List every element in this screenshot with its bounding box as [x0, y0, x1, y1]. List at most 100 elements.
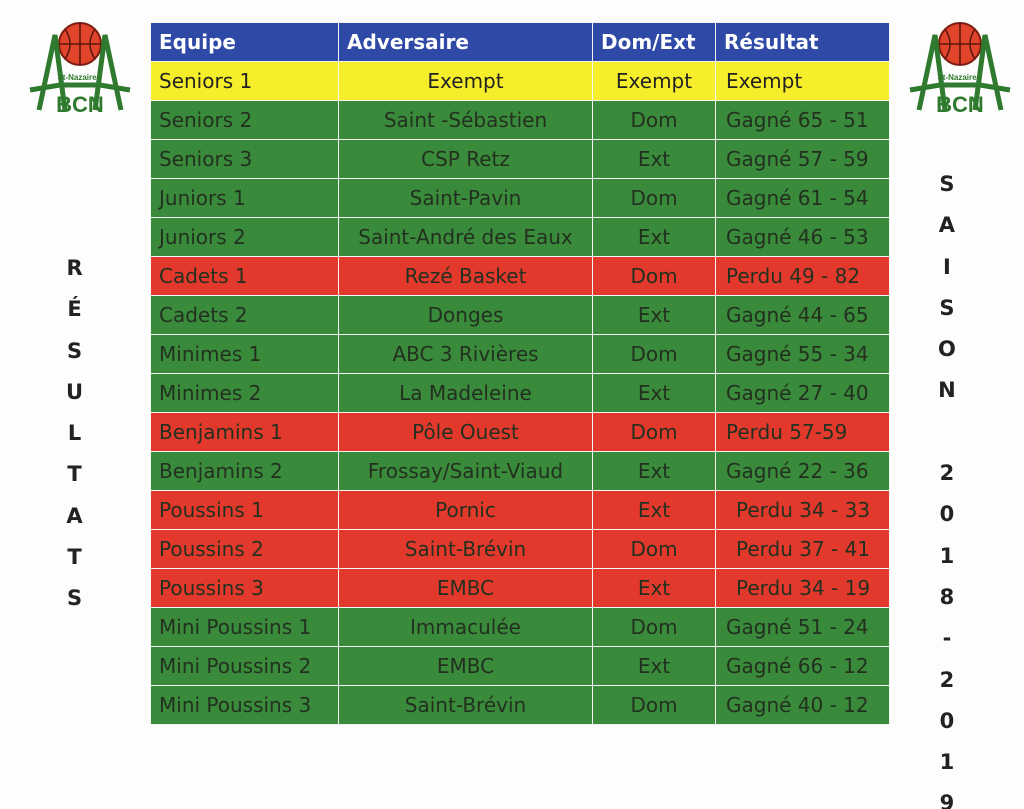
table-row: Poussins 1 Pornic Ext Perdu 34 - 33: [150, 490, 890, 530]
cell-venue: Ext: [592, 373, 716, 413]
cell-venue: Ext: [592, 646, 716, 686]
club-logo-right: BCN St-Nazaire: [909, 22, 1011, 115]
title-letter: -: [942, 626, 952, 651]
table-row: Mini Poussins 2 EMBC Ext Gagné 66 - 12: [150, 646, 890, 686]
cell-team: Juniors 1: [150, 178, 339, 218]
svg-text:St-Nazaire: St-Nazaire: [937, 73, 977, 82]
cell-result: Perdu 57-59: [715, 412, 890, 452]
cell-team: Seniors 2: [150, 100, 339, 140]
table-row: Juniors 2 Saint-André des Eaux Ext Gagné 46…: [150, 217, 890, 257]
title-letter: 9: [939, 791, 955, 809]
cell-venue: Dom: [592, 100, 716, 140]
cell-venue: Dom: [592, 529, 716, 569]
title-letter: N: [938, 378, 956, 403]
results-table: Equipe Adversaire Dom/Ext Résultat Senio…: [150, 22, 890, 725]
cell-result: Gagné 55 - 34: [715, 334, 890, 374]
cell-team: Seniors 1: [150, 61, 339, 101]
cell-team: Benjamins 1: [150, 412, 339, 452]
cell-opponent: Pornic: [338, 490, 593, 530]
cell-result: Perdu 34 - 19: [715, 568, 890, 608]
cell-team: Cadets 2: [150, 295, 339, 335]
title-letter: 2: [939, 461, 955, 486]
title-letter: S: [939, 295, 955, 320]
club-logo-left: BCN St-Nazaire: [29, 22, 131, 115]
cell-team: Cadets 1: [150, 256, 339, 296]
table-row: Minimes 1 ABC 3 Rivières Dom Gagné 55 - 34: [150, 334, 890, 374]
table-row: Mini Poussins 3 Saint-Brévin Dom Gagné 40 -…: [150, 685, 890, 725]
cell-opponent: Saint-Pavin: [338, 178, 593, 218]
cell-result: Gagné 22 - 36: [715, 451, 890, 491]
title-letter: 0: [939, 502, 955, 527]
table-row: Juniors 1 Saint-Pavin Dom Gagné 61 - 54: [150, 178, 890, 218]
cell-team: Juniors 2: [150, 217, 339, 257]
title-letter: É: [67, 297, 82, 322]
cell-opponent: EMBC: [338, 568, 593, 608]
cell-opponent: Pôle Ouest: [338, 412, 593, 452]
title-letter: 1: [939, 750, 955, 775]
title-letter: A: [938, 213, 956, 238]
title-letter: T: [67, 462, 82, 487]
cell-team: Minimes 1: [150, 334, 339, 374]
title-letter: S: [66, 586, 83, 611]
cell-venue: Ext: [592, 568, 716, 608]
header-team: Equipe: [150, 22, 339, 62]
header-venue: Dom/Ext: [592, 22, 716, 62]
cell-opponent: Exempt: [338, 61, 593, 101]
table-row: Cadets 2 Donges Ext Gagné 44 - 65: [150, 295, 890, 335]
table-row: Benjamins 1 Pôle Ouest Dom Perdu 57-59: [150, 412, 890, 452]
cell-opponent: ABC 3 Rivières: [338, 334, 593, 374]
cell-venue: Ext: [592, 295, 716, 335]
cell-team: Seniors 3: [150, 139, 339, 179]
cell-opponent: Immaculée: [338, 607, 593, 647]
cell-venue: Ext: [592, 451, 716, 491]
cell-opponent: CSP Retz: [338, 139, 593, 179]
svg-text:BCN: BCN: [56, 92, 104, 115]
cell-venue: Ext: [592, 490, 716, 530]
cell-result: Gagné 46 - 53: [715, 217, 890, 257]
table-header-row: Equipe Adversaire Dom/Ext Résultat: [150, 22, 890, 62]
cell-opponent: Frossay/Saint-Viaud: [338, 451, 593, 491]
cell-opponent: Donges: [338, 295, 593, 335]
title-letter: I: [943, 254, 951, 279]
table-row: Benjamins 2 Frossay/Saint-Viaud Ext Gagné 2…: [150, 451, 890, 491]
svg-text:BCN: BCN: [936, 92, 984, 115]
cell-result: Gagné 57 - 59: [715, 139, 890, 179]
cell-result: Perdu 34 - 33: [715, 490, 890, 530]
cell-venue: Ext: [592, 139, 716, 179]
cell-team: Poussins 2: [150, 529, 339, 569]
title-letter: 8: [939, 584, 955, 609]
table-row: Poussins 3 EMBC Ext Perdu 34 - 19: [150, 568, 890, 608]
title-letter: 1: [939, 543, 955, 568]
cell-result: Gagné 61 - 54: [715, 178, 890, 218]
cell-result: Gagné 44 - 65: [715, 295, 890, 335]
svg-text:St-Nazaire: St-Nazaire: [57, 73, 97, 82]
cell-venue: Dom: [592, 334, 716, 374]
cell-opponent: Rezé Basket: [338, 256, 593, 296]
cell-venue: Dom: [592, 607, 716, 647]
cell-venue: Dom: [592, 412, 716, 452]
cell-opponent: Saint -Sébastien: [338, 100, 593, 140]
cell-team: Mini Poussins 1: [150, 607, 339, 647]
cell-opponent: EMBC: [338, 646, 593, 686]
cell-result: Gagné 65 - 51: [715, 100, 890, 140]
title-letter: S: [66, 338, 83, 363]
cell-venue: Ext: [592, 217, 716, 257]
header-result: Résultat: [715, 22, 890, 62]
table-row: Cadets 1 Rezé Basket Dom Perdu 49 - 82: [150, 256, 890, 296]
title-letter: A: [66, 503, 83, 528]
cell-result: Perdu 37 - 41: [715, 529, 890, 569]
cell-venue: Dom: [592, 685, 716, 725]
title-letter: L: [67, 421, 82, 446]
title-letter: S: [939, 172, 955, 196]
cell-opponent: Saint-André des Eaux: [338, 217, 593, 257]
cell-opponent: Saint-Brévin: [338, 529, 593, 569]
cell-opponent: Saint-Brévin: [338, 685, 593, 725]
cell-result: Gagné 51 - 24: [715, 607, 890, 647]
table-row: Seniors 3 CSP Retz Ext Gagné 57 - 59: [150, 139, 890, 179]
cell-team: Mini Poussins 2: [150, 646, 339, 686]
cell-result: Gagné 40 - 12: [715, 685, 890, 725]
cell-venue: Exempt: [592, 61, 716, 101]
cell-venue: Dom: [592, 256, 716, 296]
cell-result: Gagné 27 - 40: [715, 373, 890, 413]
